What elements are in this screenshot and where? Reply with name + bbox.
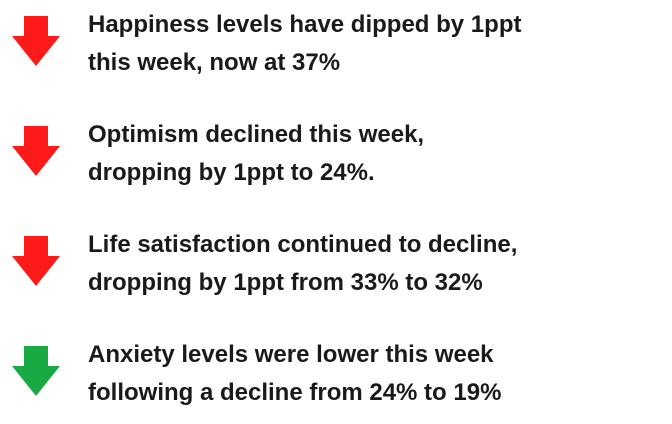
item: Optimism declined this week, dropping by… bbox=[0, 116, 672, 196]
item-text: Happiness levels have dipped by 1ppt thi… bbox=[88, 6, 521, 82]
item-text: Optimism declined this week, dropping by… bbox=[88, 116, 424, 192]
down-arrow-red bbox=[12, 16, 60, 66]
item-text: Life satisfaction continued to decline, … bbox=[88, 226, 517, 302]
text-line: dropping by 1ppt from 33% to 32% bbox=[88, 269, 483, 296]
text-line: Happiness levels have dipped by 1ppt bbox=[88, 11, 522, 38]
text-line: this week, now at 37% bbox=[88, 49, 341, 76]
item-text: Anxiety levels were lower this week foll… bbox=[88, 336, 501, 412]
text-line: Life satisfaction continued to decline, bbox=[88, 231, 518, 258]
text-line: following a decline from 24% to 19% bbox=[88, 379, 502, 406]
text-line: Optimism declined this week, bbox=[88, 121, 425, 148]
item: Anxiety levels were lower this week foll… bbox=[0, 336, 672, 416]
down-arrow-green bbox=[12, 346, 60, 396]
down-arrow-red bbox=[12, 236, 60, 286]
item: Happiness levels have dipped by 1ppt thi… bbox=[0, 6, 672, 86]
item: Life satisfaction continued to decline, … bbox=[0, 226, 672, 306]
down-arrow-red bbox=[12, 126, 60, 176]
text-line: dropping by 1ppt to 24%. bbox=[88, 159, 375, 186]
text-line: Anxiety levels were lower this week bbox=[88, 341, 494, 368]
